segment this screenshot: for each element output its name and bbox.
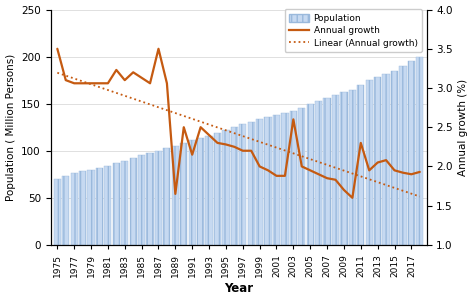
Bar (54, 179, 61, 245)
Bar (96, 168, 103, 245)
Bar (315, 101, 322, 245)
Bar (113, 163, 120, 245)
Bar (282, 113, 289, 245)
Bar (189, 140, 196, 245)
Bar (129, 158, 137, 245)
Y-axis label: Population ( Million Persons): Population ( Million Persons) (6, 54, 16, 201)
Bar (88, 169, 95, 245)
Bar (180, 143, 187, 245)
Bar (408, 61, 415, 245)
Bar (239, 124, 246, 245)
Bar (172, 146, 179, 245)
Bar (62, 176, 69, 245)
Bar (205, 136, 213, 245)
Bar (138, 155, 145, 245)
Bar (340, 92, 347, 245)
Bar (222, 130, 229, 245)
Bar (383, 73, 390, 245)
Bar (357, 85, 365, 245)
Bar (391, 71, 398, 245)
Bar (374, 77, 381, 245)
Bar (121, 161, 128, 245)
Bar (79, 172, 86, 245)
Bar (231, 127, 238, 245)
Bar (323, 98, 331, 245)
Bar (416, 57, 423, 245)
Bar (164, 148, 171, 245)
Bar (264, 117, 272, 245)
Bar (155, 151, 162, 245)
Bar (332, 95, 339, 245)
Bar (273, 115, 280, 245)
Bar (307, 104, 314, 245)
Bar (256, 119, 263, 245)
Bar (298, 108, 305, 245)
Bar (349, 90, 356, 245)
Bar (400, 66, 407, 245)
Bar (365, 80, 373, 245)
Bar (214, 133, 221, 245)
Bar (146, 153, 154, 245)
Bar (247, 122, 255, 245)
Y-axis label: Annual growth (%): Annual growth (%) (458, 79, 468, 176)
Bar (104, 166, 111, 245)
X-axis label: Year: Year (224, 282, 253, 296)
Bar (290, 111, 297, 245)
Bar (197, 138, 204, 245)
Bar (71, 173, 78, 245)
Legend: Population, Annual growth, Linear (Annual growth): Population, Annual growth, Linear (Annua… (284, 9, 422, 52)
